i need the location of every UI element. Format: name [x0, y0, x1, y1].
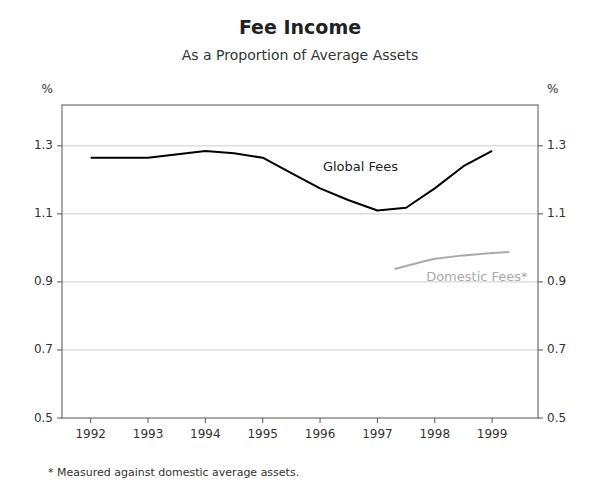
y2-axis-label: % [547, 82, 558, 96]
y2-tick [538, 145, 543, 146]
y2-tick [538, 349, 543, 350]
y2-axis: 0.5 0.7 0.9 1.1 1.3% [538, 82, 566, 425]
y-tick-label: 1.1 [34, 206, 53, 220]
x-tick [90, 418, 91, 423]
annotation: Domestic Fees* [426, 269, 528, 284]
x-tick-label: 1994 [190, 427, 221, 441]
annotations: Global Fees Domestic Fees* [323, 159, 528, 284]
y-tick [57, 349, 62, 350]
plot-frame [62, 105, 538, 418]
x-tick [320, 418, 321, 423]
y2-tick [538, 281, 543, 282]
x-tick-label: 1996 [305, 427, 336, 441]
x-tick [148, 418, 149, 423]
y2-tick [538, 418, 543, 419]
y2-tick-label: 1.3 [547, 138, 566, 152]
x-tick [262, 418, 263, 423]
y-tick [57, 281, 62, 282]
title: Fee Income [239, 16, 361, 38]
series-line [395, 252, 510, 269]
grid [62, 146, 538, 350]
grid-line [62, 349, 538, 350]
annotation: Global Fees [323, 159, 398, 174]
y2-tick-label: 1.1 [547, 206, 566, 220]
x-tick [492, 418, 493, 423]
x-tick-label: 1992 [75, 427, 106, 441]
y2-tick [538, 213, 543, 214]
x-tick [434, 418, 435, 423]
y-tick-label: 0.5 [34, 411, 53, 425]
y-tick [57, 418, 62, 419]
footnote: * Measured against domestic average asse… [48, 466, 299, 479]
y-tick [57, 213, 62, 214]
y2-tick-label: 0.9 [547, 274, 566, 288]
series-line [91, 151, 492, 211]
x-tick-label: 1995 [247, 427, 278, 441]
grid-line [62, 213, 538, 214]
y-tick-label: 0.9 [34, 274, 53, 288]
x-axis: 1992 1993 1994 1995 1996 1997 1998 1999 [75, 418, 507, 441]
x-tick-label: 1999 [477, 427, 508, 441]
x-tick [377, 418, 378, 423]
lines [91, 151, 510, 269]
y2-tick-label: 0.5 [547, 411, 566, 425]
y-tick [57, 145, 62, 146]
x-tick-label: 1997 [362, 427, 393, 441]
subtitle: As a Proportion of Average Assets [182, 47, 418, 63]
y-tick-label: 1.3 [34, 138, 53, 152]
y-axis-label: % [42, 82, 53, 96]
grid-line [62, 145, 538, 146]
x-tick-label: 1998 [419, 427, 450, 441]
y-axis: 0.5 0.7 0.9 1.1 1.3% [34, 82, 62, 425]
x-tick [205, 418, 206, 423]
x-tick-label: 1993 [133, 427, 164, 441]
chart: Fee Income As a Proportion of Average Ass… [0, 0, 600, 490]
y-tick-label: 0.7 [34, 342, 53, 356]
y2-tick-label: 0.7 [547, 342, 566, 356]
